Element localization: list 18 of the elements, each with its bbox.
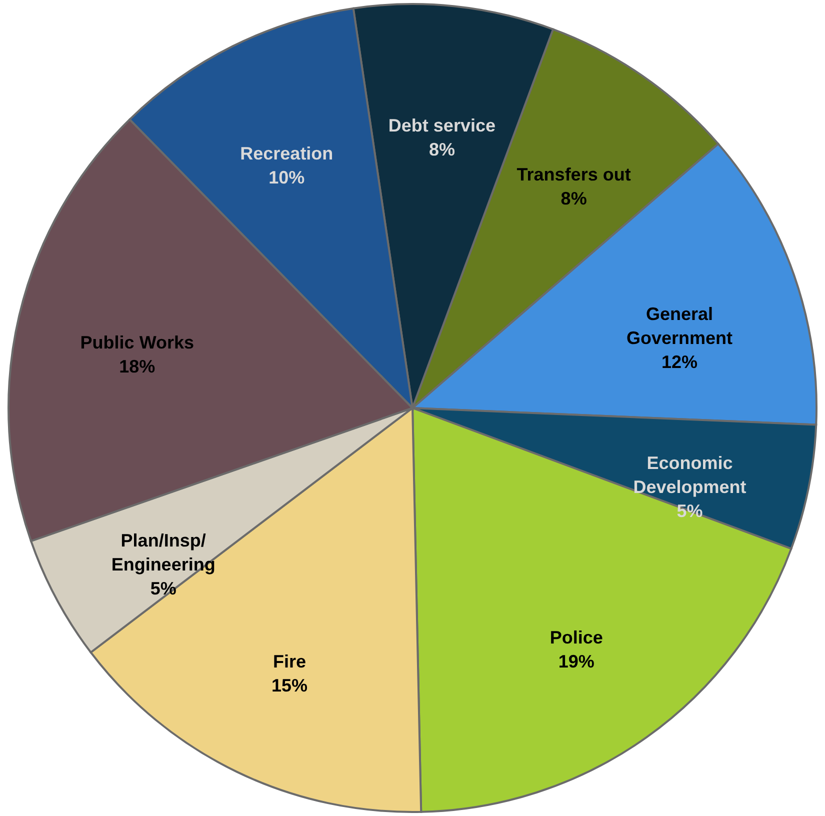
data-label: 18% [119, 356, 156, 377]
data-label: 8% [428, 140, 455, 160]
data-label: 10% [268, 168, 305, 188]
data-label: 5% [676, 500, 703, 521]
slice-label: Economic Development [633, 452, 746, 497]
slice-label: Debt service [388, 116, 496, 136]
data-label: 8% [560, 188, 587, 209]
slice-label: Plan/Insp/ Engineering [111, 530, 216, 575]
slice-label: General Government [626, 304, 733, 348]
data-label: 5% [150, 578, 176, 599]
data-label: 15% [272, 676, 308, 696]
slice-label: Recreation [240, 144, 334, 164]
slice-label: Public Works [80, 332, 194, 353]
slice-label: Transfers out [516, 164, 631, 185]
data-label: 19% [558, 651, 594, 672]
slice-label: Police [550, 627, 603, 648]
data-label: 12% [662, 352, 698, 372]
slice-label: Fire [273, 652, 306, 672]
